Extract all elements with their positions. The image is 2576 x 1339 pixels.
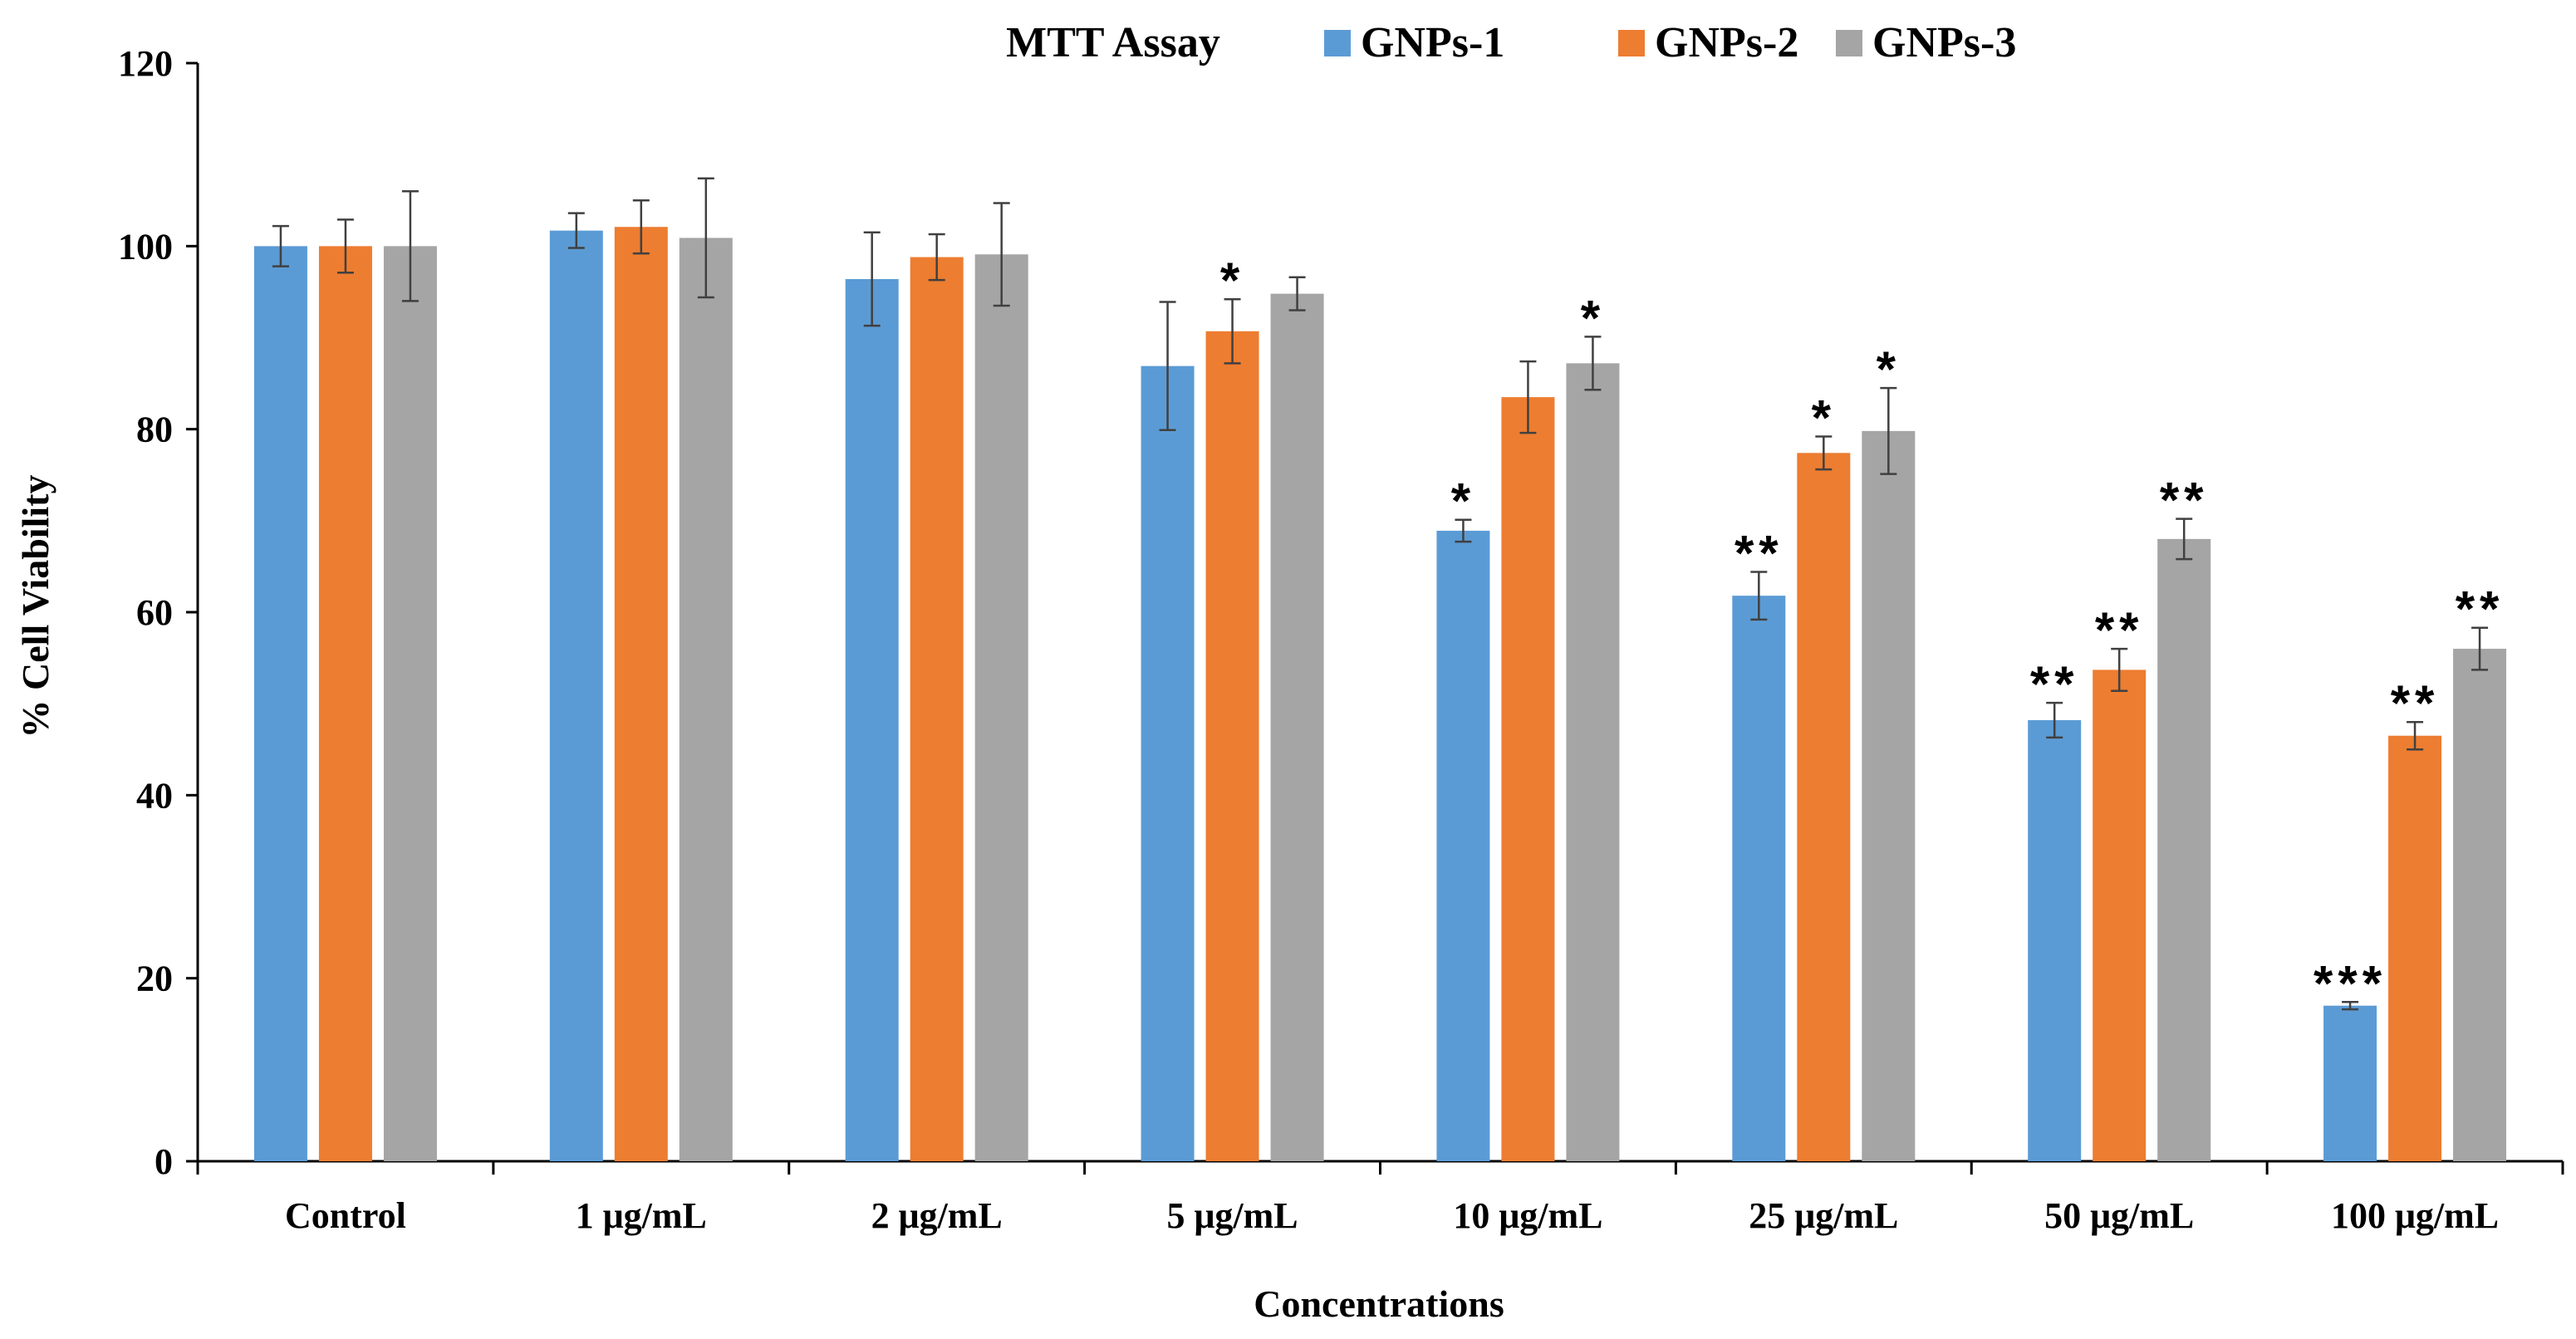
significance-label: ** [2391,675,2440,731]
series-GNPs-2: ****** [318,199,2442,1161]
bar [1566,363,1620,1161]
x-axis: Control 1 μg/mL 2 μg/mL 5 μg/mL 10 μg/mL 25 μ… [196,1160,2564,1236]
significance-label: ** [2456,581,2505,637]
y-tick-label: 100 [118,226,173,267]
significance-label: *** [2313,955,2387,1011]
x-axis-title: Concentrations [1254,1283,1504,1325]
x-category-label: 50 μg/mL [2044,1195,2194,1236]
bar [1436,530,1490,1161]
bar [2028,719,2082,1161]
x-category-label: 100 μg/mL [2331,1195,2499,1236]
bar [679,238,733,1161]
bar [974,254,1028,1162]
chart-title: MTT Assay [1006,19,1220,66]
y-axis-title: % Cell Viability [14,475,56,738]
bar [1732,596,1786,1161]
series-GNPs-1: ******** [253,212,2387,1162]
significance-label: * [1220,253,1244,308]
legend-label: GNPs-1 [1361,19,1504,66]
x-category-label: 5 μg/mL [1166,1195,1298,1236]
legend-swatch [1836,30,1862,56]
legend-swatch [1324,30,1351,56]
bar [2093,670,2147,1161]
x-category-label: 10 μg/mL [1453,1195,1602,1236]
bar [549,230,603,1162]
bar [253,246,307,1161]
y-tick-label: 40 [136,775,173,816]
bar [2453,649,2507,1161]
significance-label: ** [2160,473,2209,528]
bar [1205,331,1259,1161]
y-tick-label: 60 [136,592,173,633]
significance-label: ** [1735,526,1784,581]
bar [383,246,437,1161]
legend-label: GNPs-2 [1655,19,1798,66]
legend-label: GNPs-3 [1872,19,2016,66]
x-category-label: Control [285,1195,406,1236]
y-tick-label: 20 [136,959,173,999]
x-category-label: 25 μg/mL [1749,1195,1898,1236]
series-GNPs-3: ****** [383,177,2507,1162]
bar [614,227,668,1161]
significance-label: * [1812,390,1836,445]
y-tick-label: 120 [118,43,173,84]
x-category-label: 2 μg/mL [871,1195,1003,1236]
significance-label: ** [2095,602,2144,658]
bar [910,257,964,1161]
bar [845,278,899,1161]
bar [1501,397,1555,1161]
bar [2157,538,2211,1161]
bar [318,246,372,1161]
bar [2323,1005,2377,1161]
significance-label: * [1451,473,1475,529]
bar [1862,430,1916,1161]
plot-area: ******************** [253,177,2507,1162]
legend: GNPs-1 GNPs-2 GNPs-3 [1324,19,2016,66]
y-tick-label: 0 [155,1141,173,1182]
bar [1141,365,1195,1161]
legend-swatch [1618,30,1645,56]
y-tick-label: 80 [136,410,173,450]
y-axis: 0 20 40 60 80 100 120 [118,43,199,1182]
significance-label: * [1581,290,1605,346]
bar [1797,453,1851,1161]
bar [2388,735,2442,1161]
significance-label: * [1877,341,1901,397]
bar [1270,293,1324,1161]
significance-label: ** [2030,656,2079,712]
x-category-label: 1 μg/mL [576,1195,707,1236]
